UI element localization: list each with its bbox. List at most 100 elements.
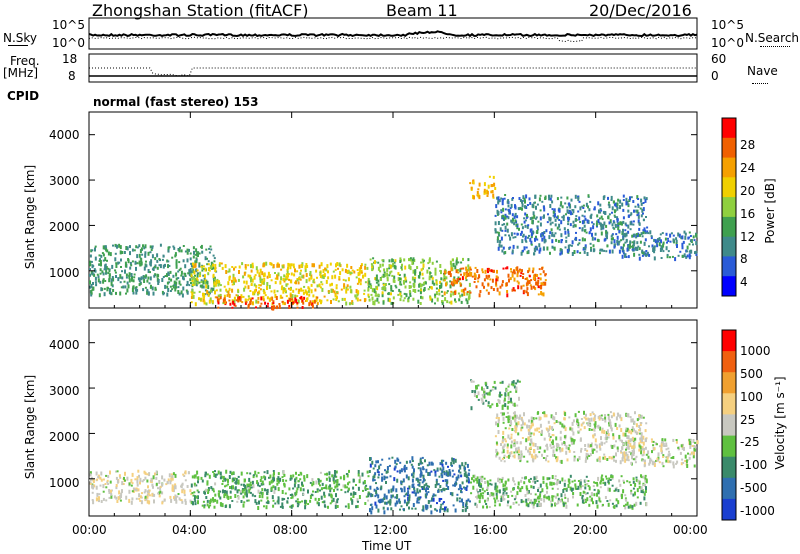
power-cell [320,299,323,303]
power-cell [318,283,321,286]
power-cell [371,265,374,269]
power-cell [599,211,602,214]
power-cell [114,257,117,262]
vel-cell [451,469,454,472]
vel-cell [314,497,317,501]
vel-cell [630,430,633,435]
vel-cell [579,481,582,486]
power-cell [202,265,205,268]
vel-cell [640,414,643,419]
power-cell [438,288,441,292]
vel-cell [547,429,550,431]
vel-cell [110,489,112,493]
vel-cell [647,455,650,459]
power-cell [535,231,538,234]
power-cell [459,294,462,298]
vel-cell [600,436,602,441]
power-cell [660,257,663,259]
vel-cell [645,486,647,491]
power-cell [92,286,95,291]
vel-cell [245,489,248,494]
vel-cell [532,442,535,447]
vel-cell [395,500,398,505]
vel-cell [527,449,530,453]
vel-cell [201,479,204,483]
vel-cell [477,398,480,401]
power-cell [431,298,434,303]
vel-cell [579,479,582,484]
power-cell [502,216,505,220]
vel-cell [689,445,692,449]
power-cell [509,277,512,281]
power-cell [499,227,502,232]
vel-cell [642,450,645,454]
vel-cell [555,456,558,460]
power-cell [242,275,245,279]
vel-cell [526,424,529,429]
vel-cell [593,433,596,437]
vel-cell [436,502,438,505]
power-cell [584,238,586,242]
vel-cell [412,475,415,479]
vel-cell [625,446,628,450]
power-cell [588,208,591,212]
vel-cell [375,460,378,464]
vel-cell [272,504,275,508]
vel-cell [161,501,164,505]
power-cell [283,274,286,278]
power-cell [638,233,641,237]
vel-cell [303,475,306,480]
power-cell [632,223,635,226]
vel-cell [504,438,507,441]
vel-cell [611,445,614,449]
vel-cell [235,480,238,484]
power-cell [119,274,122,279]
nsearch-legend-line [760,46,790,47]
vel-cell [625,427,628,431]
vel-cell [216,499,219,504]
vel-cell [496,404,499,407]
vel-cell [592,448,595,451]
power-cell [643,227,646,232]
vel-cell [495,454,498,458]
noise-right-tick-high: 10^5 [711,18,744,32]
vel-cell [117,496,120,501]
power-cell [689,235,692,237]
vel-cell [358,495,361,499]
vel-cell [655,459,658,462]
power-cell [638,221,641,225]
power-cell [319,286,322,289]
vel-cell [292,474,295,478]
power-cell [311,302,314,305]
vel-cell [446,481,449,484]
power-cell [649,230,652,235]
vel-cell [630,461,633,465]
vel-cell [608,487,611,492]
power-cell [457,292,460,295]
power-cell [497,196,500,201]
power-cell [367,287,370,291]
power-cell [497,231,500,236]
power-cell [192,294,195,299]
power-cell [636,195,639,200]
power-cell [231,283,234,286]
vel-cell [369,463,372,468]
power-cell [402,280,405,283]
power-cell [597,219,600,223]
power-cell [124,265,127,268]
vel-cell [682,461,685,464]
vel-cell [282,470,285,475]
power-cell [510,203,513,208]
vel-cell [356,505,359,508]
power-cell [558,219,561,221]
vel-cell [115,470,118,473]
vel-cell [277,476,280,481]
power-cell [538,268,541,271]
vel-cell [586,497,589,502]
power-cell [489,278,492,281]
vel-cell [153,499,155,504]
vel-cell [235,478,238,481]
vel-cell [626,435,629,439]
vel-cell [366,470,369,474]
vel-cell [545,496,548,499]
